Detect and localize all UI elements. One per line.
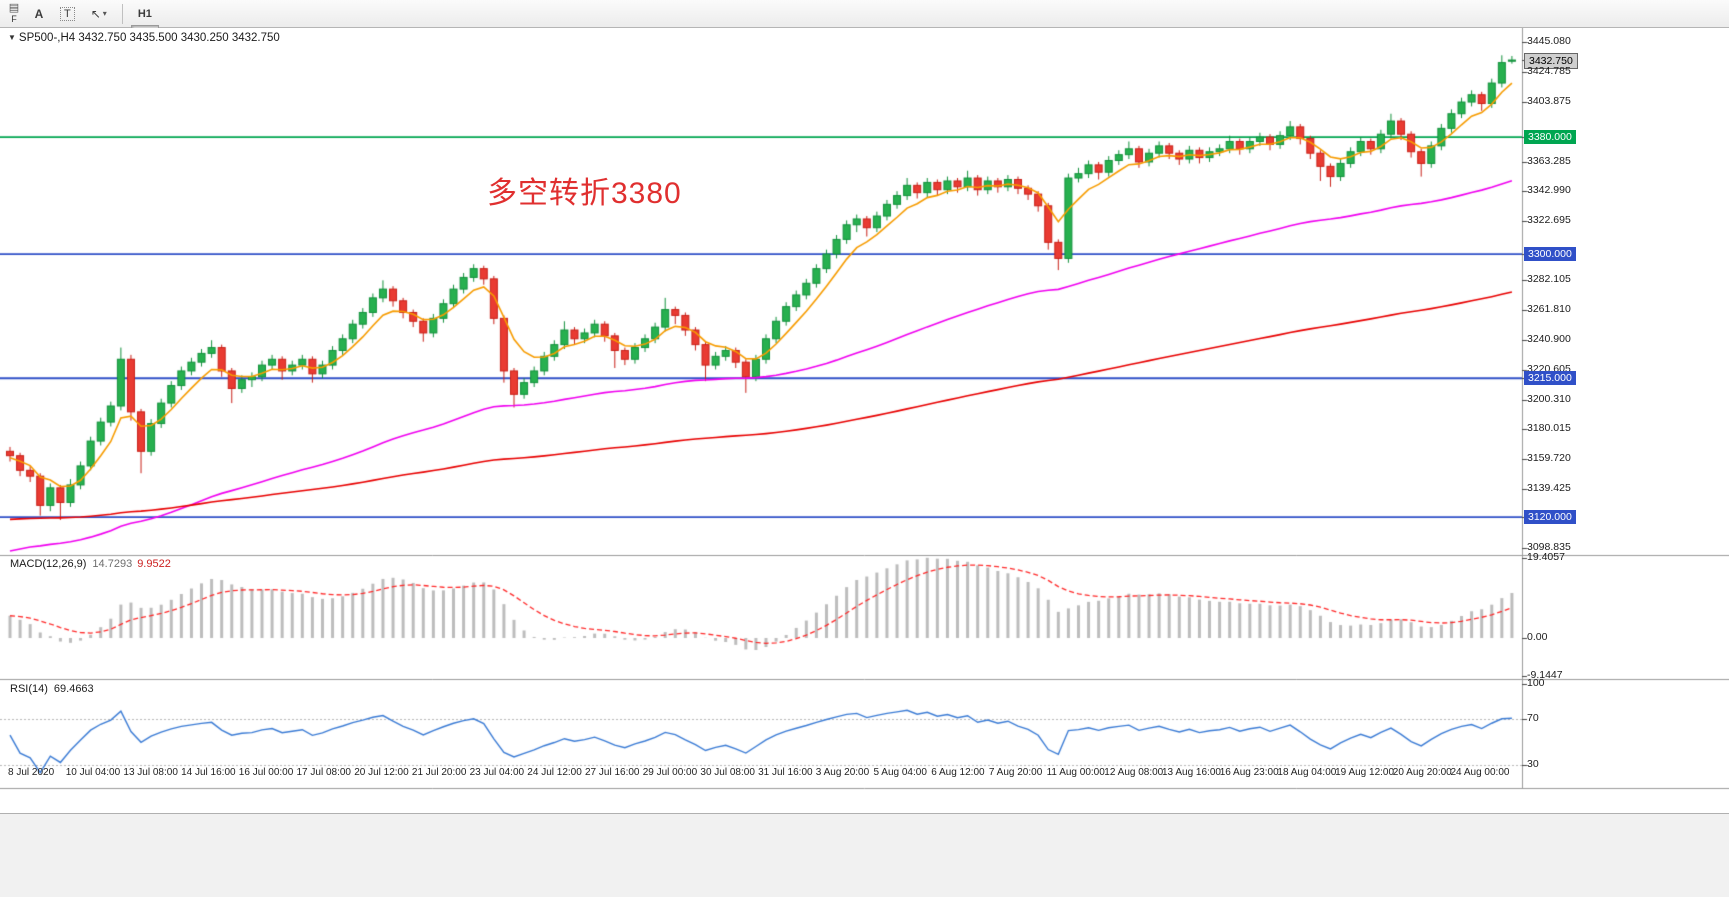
cursor-icon: ↖ xyxy=(90,6,101,21)
time-axis-label: 19 Aug 12:00 xyxy=(1335,767,1395,778)
macd-axis-label: 0.00 xyxy=(1527,631,1548,643)
price-axis-label: 3403.875 xyxy=(1527,95,1571,108)
time-axis-label: 11 Aug 00:00 xyxy=(1046,767,1105,778)
time-axis-label: 18 Aug 04:00 xyxy=(1277,767,1337,778)
time-axis-label: 16 Aug 23:00 xyxy=(1219,767,1279,778)
f-badge: F xyxy=(11,14,17,24)
macd-axis-label: 19.4057 xyxy=(1527,550,1565,563)
price-axis-label: 3200.310 xyxy=(1527,392,1571,405)
price-tag-3300.000: 3300.000 xyxy=(1524,247,1576,262)
macd-axis-label: -9.1447 xyxy=(1527,668,1563,681)
time-axis-label: 3 Aug 20:00 xyxy=(815,767,870,778)
time-axis-label: 20 Jul 12:00 xyxy=(354,767,409,778)
annotate-a-button[interactable]: A xyxy=(27,3,51,25)
rsi-axis-label: 70 xyxy=(1527,711,1539,724)
time-axis-label: 17 Jul 08:00 xyxy=(296,767,352,778)
time-axis-label: 14 Jul 16:00 xyxy=(181,767,236,778)
price-scale[interactable]: 3445.080 3432.750 3424.785 3403.875 3380.000… xyxy=(1523,28,1729,788)
price-axis-label: 3098.835 xyxy=(1527,541,1571,553)
price-tag-3120.000: 3120.000 xyxy=(1524,510,1576,525)
rsi-axis-label: 100 xyxy=(1527,677,1545,689)
toolbar-separator xyxy=(121,3,123,24)
toolbar: ▤ F A T ↖ ▾ M1M5M15M30H1H4D1W1MN xyxy=(0,0,1729,108)
time-axis-label: 29 Jul 00:00 xyxy=(642,767,698,778)
price-axis-label: 3363.285 xyxy=(1527,154,1571,167)
timeframe-H1[interactable]: H1 xyxy=(131,3,159,25)
price-axis-label: 3159.720 xyxy=(1527,452,1571,465)
price-tag-3215.000: 3215.000 xyxy=(1524,371,1576,386)
price-axis-label: 3139.425 xyxy=(1527,481,1571,494)
rsi-axis-label: 30 xyxy=(1527,758,1539,771)
price-axis-label: 3282.105 xyxy=(1527,273,1571,286)
time-axis-label: 24 Aug 00:00 xyxy=(1450,767,1510,778)
time-axis-label: 10 Jul 04:00 xyxy=(65,767,121,778)
time-axis-label: 31 Jul 16:00 xyxy=(758,767,813,778)
time-axis-label: 8 Jul 2020 xyxy=(8,767,55,778)
a-icon: A xyxy=(34,6,44,21)
time-axis-label: 21 Jul 20:00 xyxy=(411,767,467,778)
cursor-tool-button[interactable]: ↖ ▾ xyxy=(84,3,114,25)
time-axis-label: 24 Jul 12:00 xyxy=(527,767,582,778)
bottom-workspace xyxy=(0,813,1729,897)
chart-grid-button[interactable]: ▤ F xyxy=(2,1,26,27)
text-tool-button[interactable]: T xyxy=(53,3,82,25)
time-axis-label: 6 Aug 12:00 xyxy=(931,767,985,778)
time-scale[interactable]: 8 Jul 2020 10 Jul 04:00 13 Jul 08:00 14 Jul… xyxy=(0,763,1729,787)
time-axis-label: 12 Aug 08:00 xyxy=(1104,767,1164,778)
price-axis-label: 3322.695 xyxy=(1527,213,1571,226)
time-axis-label: 30 Jul 08:00 xyxy=(700,767,755,778)
price-tag-3432.750: 3432.750 xyxy=(1524,53,1578,70)
time-axis-label: 7 Aug 20:00 xyxy=(988,767,1043,778)
time-axis-label: 23 Jul 04:00 xyxy=(469,767,525,778)
price-axis-label: 3180.015 xyxy=(1527,422,1571,435)
chevron-down-icon: ▾ xyxy=(102,9,107,18)
price-axis-label: 3240.900 xyxy=(1527,333,1571,346)
time-axis-label: 20 Aug 20:00 xyxy=(1392,767,1452,778)
price-tag-3380.000: 3380.000 xyxy=(1524,130,1576,145)
time-axis-label: 16 Jul 00:00 xyxy=(238,767,294,778)
price-axis-label: 3424.785 xyxy=(1527,64,1571,77)
price-axis-label: 3261.810 xyxy=(1527,302,1571,315)
time-axis-label: 27 Jul 16:00 xyxy=(585,767,640,778)
price-axis-label: 3342.990 xyxy=(1527,184,1571,197)
time-axis-label: 13 Jul 08:00 xyxy=(123,767,178,778)
time-axis-label: 13 Aug 16:00 xyxy=(1162,767,1221,778)
chart-grid-icon: ▤ xyxy=(8,2,20,14)
time-axis-label: 5 Aug 04:00 xyxy=(873,767,927,778)
text-tool-icon: T xyxy=(60,6,75,21)
chart-plot-area[interactable] xyxy=(0,28,1729,813)
price-axis-label: 3445.080 xyxy=(1527,35,1571,47)
